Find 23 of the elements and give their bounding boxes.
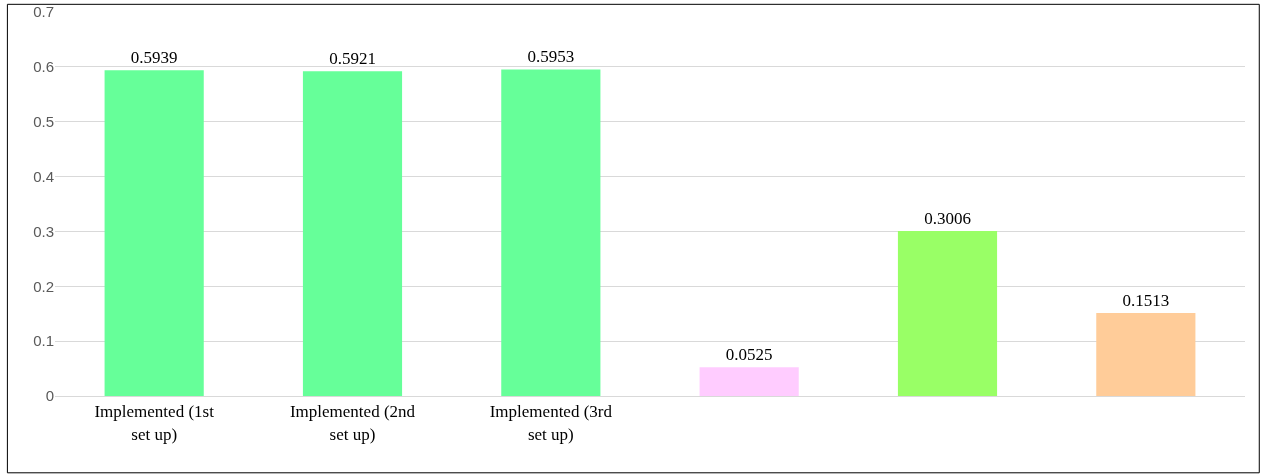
x-tick-label: Implemented (2nd set up)	[289, 402, 416, 444]
y-tick-label: 0.2	[33, 277, 54, 295]
y-tick-label: 0.1	[33, 332, 54, 350]
y-tick-label: 0.4	[33, 167, 54, 185]
data-label: 0.5921	[329, 49, 376, 69]
y-tick-label: 0.5	[33, 112, 54, 130]
bar	[699, 367, 799, 396]
bar	[1096, 313, 1196, 396]
bar	[897, 231, 998, 396]
y-tick-label: 0	[45, 387, 54, 405]
bar	[302, 71, 403, 396]
data-label: 0.0525	[725, 345, 773, 365]
data-label: 0.5953	[527, 47, 575, 67]
bar	[104, 70, 204, 396]
data-label: 0.3006	[924, 209, 971, 229]
data-label: 0.1513	[1122, 291, 1170, 310]
bar	[501, 69, 601, 396]
x-tick-label: Implemented (1st set up)	[94, 402, 215, 444]
y-tick-label: 0.7	[33, 3, 54, 21]
data-label: 0.5939	[130, 48, 178, 68]
x-tick-label: Implemented (3rd set up)	[489, 402, 613, 444]
y-tick-label: 0.6	[33, 58, 54, 76]
y-tick-label: 0.3	[33, 222, 54, 240]
